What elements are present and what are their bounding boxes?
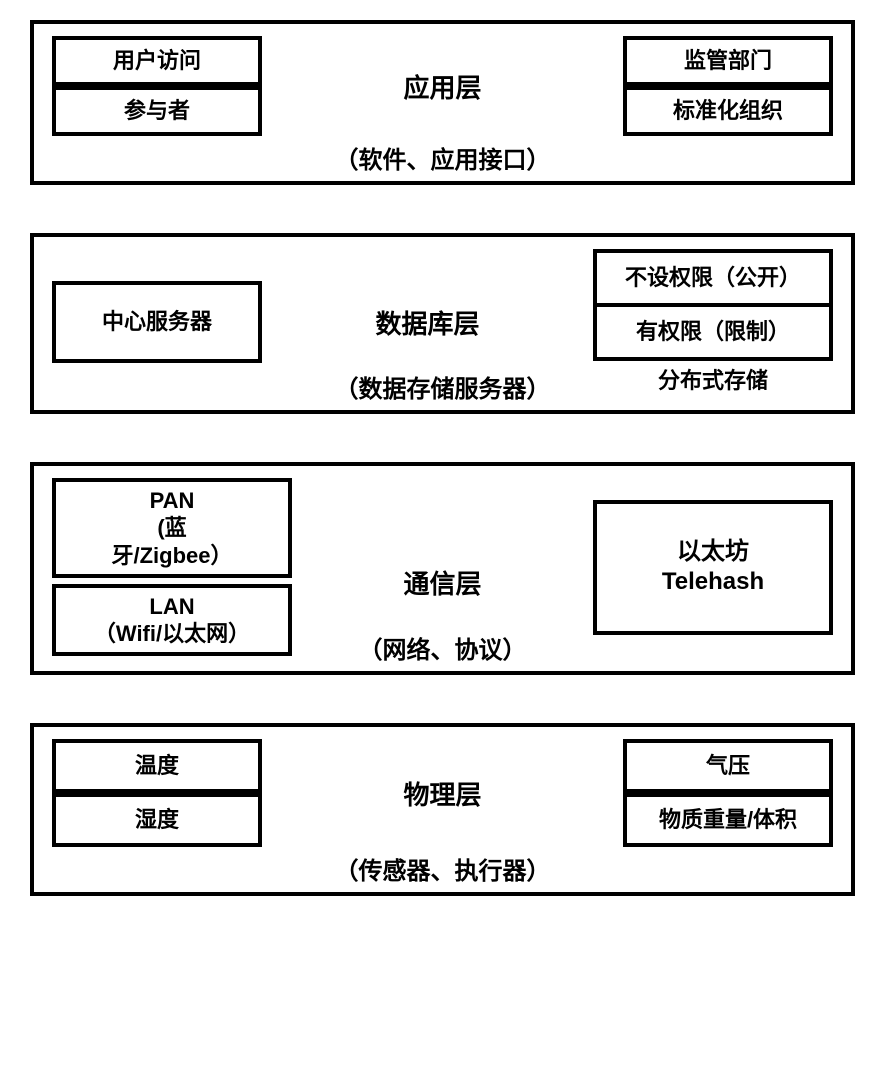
left-column: 温度 湿度 xyxy=(52,739,262,847)
box-lan: LAN（Wifi/以太网） xyxy=(52,584,292,656)
distributed-storage-annot: 分布式存储 xyxy=(658,363,768,395)
left-column: PAN(蓝牙/Zigbee） LAN（Wifi/以太网） xyxy=(52,478,292,656)
physical-layer: 温度 湿度 物理层 气压 物质重量/体积 （传感器、执行器） xyxy=(30,723,855,896)
right-column: 气压 物质重量/体积 xyxy=(623,739,833,847)
application-layer: 用户访问 参与者 应用层 监管部门 标准化组织 （软件、应用接口） xyxy=(30,20,855,185)
layer-subtitle: （软件、应用接口） xyxy=(52,140,833,175)
box-restricted-perm: 有权限（限制） xyxy=(593,303,833,361)
box-temperature: 温度 xyxy=(52,739,262,793)
left-column: 中心服务器 xyxy=(52,281,262,363)
box-participant: 参与者 xyxy=(52,86,262,136)
box-central-server: 中心服务器 xyxy=(52,281,262,363)
box-ethereum-telehash: 以太坊Telehash xyxy=(593,500,833,635)
right-stack: 不设权限（公开） 有权限（限制） xyxy=(593,249,833,361)
box-public-perm: 不设权限（公开） xyxy=(593,249,833,307)
right-column: 不设权限（公开） 有权限（限制） 分布式存储 xyxy=(593,249,833,395)
communication-layer: PAN(蓝牙/Zigbee） LAN（Wifi/以太网） 通信层 以太坊Tele… xyxy=(30,462,855,675)
left-column: 用户访问 参与者 xyxy=(52,36,262,136)
box-humidity: 湿度 xyxy=(52,793,262,847)
right-column: 以太坊Telehash xyxy=(593,500,833,635)
layer-row: 用户访问 参与者 应用层 监管部门 标准化组织 xyxy=(52,36,833,136)
layer-row: 温度 湿度 物理层 气压 物质重量/体积 xyxy=(52,739,833,847)
layer-title: 应用层 xyxy=(262,68,623,105)
right-column: 监管部门 标准化组织 xyxy=(623,36,833,136)
layer-title: 物理层 xyxy=(262,775,623,812)
layer-title: 数据库层 xyxy=(262,304,593,341)
layer-title: 通信层 xyxy=(292,534,593,601)
database-layer: 中心服务器 数据库层 不设权限（公开） 有权限（限制） 分布式存储 （数据存储服… xyxy=(30,233,855,414)
box-regulator: 监管部门 xyxy=(623,36,833,86)
box-pan: PAN(蓝牙/Zigbee） xyxy=(52,478,292,578)
box-user-access: 用户访问 xyxy=(52,36,262,86)
box-pressure: 气压 xyxy=(623,739,833,793)
layer-subtitle: （传感器、执行器） xyxy=(52,851,833,886)
box-mass-volume: 物质重量/体积 xyxy=(623,793,833,847)
box-standards-org: 标准化组织 xyxy=(623,86,833,136)
